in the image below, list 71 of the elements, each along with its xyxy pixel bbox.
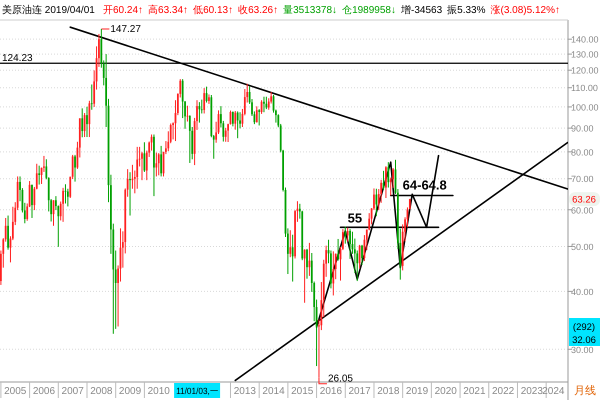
x-tick-label: 2022	[492, 386, 515, 397]
candlestick	[31, 184, 33, 218]
text: 32.06	[572, 335, 596, 346]
text: 开60.24↑ 高63.34↑ 低60.13↑ 收63.26↑ 量3513378↓ 仓1989958↓ 增-34563 振5.33% 涨(3.08)5.12%↑	[103, 5, 560, 16]
x-tick-label: 2016	[320, 386, 342, 397]
candlestick	[198, 102, 200, 124]
y-tick-label: 120.00	[571, 66, 599, 76]
x-tick-label: 2010	[148, 386, 170, 397]
x-tick-label: 2020	[434, 386, 458, 397]
x-tick-label: 2023	[520, 386, 544, 397]
candlestick	[84, 112, 86, 138]
x-tick-label: 2009	[118, 386, 142, 397]
y-tick-label: 140.00	[571, 34, 599, 45]
x-tick-label: 2014	[262, 386, 286, 397]
candlestick	[160, 145, 162, 177]
candlestick	[141, 151, 143, 181]
chart-title: 美原油连 2019/04/01	[2, 4, 96, 16]
ref-line-label: 124.23	[2, 53, 34, 64]
x-tick-label: 2018	[377, 386, 400, 397]
candlestick	[62, 187, 64, 222]
x-tick-label: 2017	[348, 386, 372, 397]
x-tick-label: 2005	[4, 386, 27, 397]
candlestick	[88, 100, 90, 138]
x-tick-label: 2021	[463, 386, 486, 397]
y-tick-label: 50.00	[571, 242, 594, 252]
candlestick	[260, 100, 262, 114]
text: 63.26	[572, 194, 596, 206]
y-tick-label: 60.00	[571, 205, 594, 216]
candlestick	[132, 164, 134, 190]
x-tick-label: 2015	[291, 386, 314, 397]
candlestick	[304, 248, 306, 304]
x-tick-label: 2013	[234, 386, 256, 397]
y-tick-label: 110.00	[571, 83, 598, 94]
candlestick	[52, 200, 54, 226]
candlestick	[232, 110, 234, 127]
candlestick	[349, 228, 351, 260]
candlestick	[206, 86, 208, 104]
y-tick-label: 30.00	[571, 344, 594, 355]
candlestick	[258, 108, 260, 126]
candlestick	[385, 166, 387, 199]
annotation: 55	[348, 210, 362, 226]
x-tick-label: 2019	[406, 386, 429, 397]
annotation: 147.27	[110, 24, 142, 35]
candlestick	[74, 154, 76, 182]
text: (292)	[572, 322, 596, 333]
text: 月线	[574, 384, 596, 397]
candlestick	[361, 244, 363, 266]
annotation: 26.05	[328, 374, 354, 385]
y-tick-label: 130.00	[571, 50, 599, 60]
candlestick	[86, 106, 88, 138]
candlestick	[308, 242, 310, 276]
candlestick	[265, 96, 268, 110]
y-tick-label: 80.00	[571, 147, 594, 158]
candlestick	[337, 238, 339, 262]
candlestick	[382, 170, 384, 190]
candlestick	[66, 188, 69, 207]
y-tick-label: 100.00	[571, 102, 599, 112]
y-tick-label: 70.00	[571, 174, 594, 184]
candlestick	[375, 188, 378, 217]
candlestick	[7, 215, 9, 250]
candlestick	[208, 94, 210, 104]
y-tick-label: 40.00	[571, 286, 594, 297]
candlestick	[143, 142, 146, 172]
candlestick	[129, 172, 131, 216]
x-tick-label: 2008	[90, 386, 113, 397]
x-tick-label: 2006	[32, 386, 56, 397]
x-tick-label: 2007	[62, 386, 84, 397]
candlestick	[306, 248, 308, 280]
y-tick-label: 90.00	[571, 124, 594, 134]
candlestick	[358, 244, 361, 270]
text: 11/01/03,一	[176, 386, 222, 396]
